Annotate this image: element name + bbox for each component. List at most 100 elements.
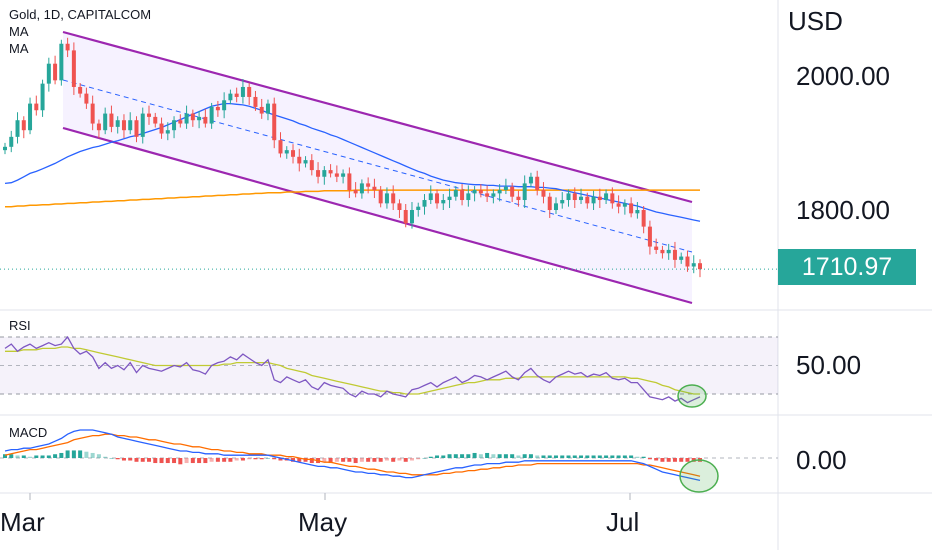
candle-body-68 [428,193,433,201]
candle-body-108 [679,256,684,260]
macd-hist-bar-23 [147,458,152,462]
macd-hist-bar-109 [685,458,690,462]
macd-hist-bar-86 [541,455,546,458]
rsi-ma-line [5,346,700,395]
macd-hist-bar-22 [140,458,145,462]
ma2-label: MA [9,41,29,56]
candle-body-14 [90,103,95,124]
candle-body-57 [359,183,364,194]
candle-body-43 [272,103,277,141]
macd-hist-bar-43 [272,458,277,460]
macd-hist-bar-4 [28,456,33,458]
candle-body-44 [278,140,283,154]
macd-hist-bar-39 [247,458,252,460]
macd-hist-bar-12 [78,450,83,458]
candle-body-1 [9,136,14,147]
macd-hist-bar-41 [259,458,264,460]
macd-hist-bar-95 [597,455,602,458]
macd-hist-bar-107 [672,458,677,462]
macd-hist-bar-1 [9,454,14,458]
rsi-line [4,335,701,404]
candle-body-62 [391,193,396,204]
candle-body-78 [491,193,496,197]
candle-body-24 [153,116,158,124]
channel-mid-line [62,79,693,253]
macd-hist-bar-62 [391,458,396,462]
candle-body-28 [178,120,183,124]
macd-hist-bar-10 [65,450,70,458]
candle-body-82 [516,196,521,201]
candle-body-63 [397,203,402,210]
candle-body-38 [240,86,245,97]
candle-body-48 [303,160,308,164]
candle-body-77 [485,193,490,197]
candle-body-46 [291,150,296,157]
candle-body-102 [641,210,646,227]
candle-body-99 [622,203,627,207]
macd-hist-bar-27 [172,458,177,464]
macd-hist-bar-99 [622,455,627,458]
candle-body-70 [441,200,446,204]
candle-body-107 [672,249,677,260]
candle-body-106 [666,249,671,254]
candle-body-34 [215,106,220,111]
candle-body-104 [654,246,659,250]
macd-hist-bar-32 [203,458,208,464]
channel-lower-line [62,126,693,305]
macd-hist-bar-51 [322,458,327,462]
candle-body-33 [209,106,214,124]
macd-hist-bar-3 [21,455,26,458]
macd-hist-bar-11 [71,450,76,458]
macd-hist-bar-59 [372,458,377,462]
macd-highlight-circle [679,459,719,493]
candle-body-8 [53,63,58,81]
channel-upper-line [62,30,693,204]
macd-hist-bar-76 [478,454,483,458]
candle-body-23 [147,113,152,117]
macd-hist-bar-84 [528,454,533,458]
macd-signal-line [4,433,701,477]
candle-body-10 [65,43,70,51]
candle-body-26 [165,130,170,134]
candle-body-84 [528,176,533,184]
macd-hist-bar-90 [566,455,571,458]
candle-body-71 [447,196,452,201]
candle-body-110 [691,263,696,267]
macd-hist-bar-94 [591,455,596,458]
macd-hist-bar-34 [215,458,220,462]
candle-body-60 [378,190,383,204]
macd-hist-bar-21 [134,458,139,462]
candle-body-15 [96,123,101,131]
macd-hist-bar-100 [629,455,634,458]
macd-hist-bar-42 [265,458,270,459]
macd-hist-bar-6 [40,455,45,458]
macd-tick-0: 0.00 [796,445,847,475]
candle-body-31 [197,116,202,121]
channel-fill [63,32,692,303]
macd-hist-bar-102 [641,456,646,458]
candle-body-76 [478,190,483,194]
candle-body-40 [253,96,258,107]
price-tick-1800: 1800.00 [796,195,890,225]
month-label-may: May [298,507,348,537]
macd-hist-bar-56 [353,458,358,464]
candle-body-66 [416,206,421,210]
candle-body-54 [341,173,346,177]
candle-body-75 [472,190,477,194]
macd-line [4,429,701,482]
macd-hist-bar-13 [84,451,89,458]
macd-hist-bar-53 [334,458,339,462]
macd-hist-bar-60 [378,458,383,462]
candle-body-5 [34,103,39,111]
candle-body-111 [698,263,702,270]
candle-body-4 [28,103,33,131]
candle-body-81 [510,186,515,197]
macd-hist-bar-72 [453,454,458,458]
ma-slow-line [5,189,700,208]
last-price-badge: 1710.97 [778,249,916,285]
candle-body-51 [322,170,327,177]
macd-hist-bar-40 [253,458,258,460]
candle-body-83 [522,183,527,201]
candle-body-52 [328,170,333,174]
